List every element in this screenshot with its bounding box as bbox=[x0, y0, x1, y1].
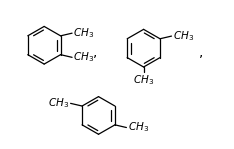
Text: $\mathit{CH_3}$: $\mathit{CH_3}$ bbox=[173, 29, 194, 43]
Text: $\mathit{CH_3}$: $\mathit{CH_3}$ bbox=[128, 121, 149, 134]
Text: $\mathit{CH_3}$: $\mathit{CH_3}$ bbox=[133, 73, 154, 87]
Text: $\mathit{CH_3}$: $\mathit{CH_3}$ bbox=[48, 96, 69, 110]
Text: ,: , bbox=[93, 45, 97, 59]
Text: $\mathit{CH_3}$: $\mathit{CH_3}$ bbox=[73, 51, 94, 64]
Text: ,: , bbox=[199, 45, 204, 59]
Text: $\mathit{CH_3}$: $\mathit{CH_3}$ bbox=[73, 26, 94, 40]
